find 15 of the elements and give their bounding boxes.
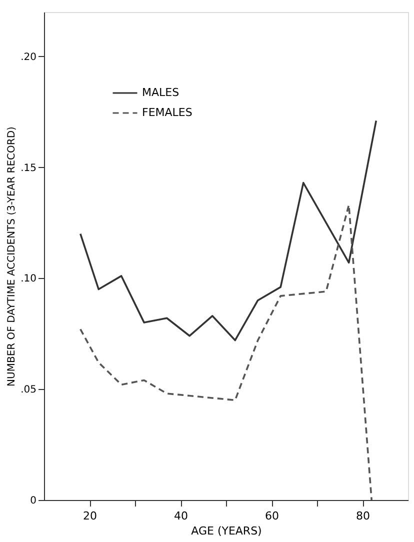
x-axis-title: AGE (YEARS) — [191, 524, 262, 538]
line-series — [80, 204, 372, 501]
y-tick-label: .20 — [20, 52, 36, 63]
y-tick-label: 0 — [30, 496, 36, 506]
line-series — [80, 120, 378, 342]
legend-label: MALES — [142, 86, 180, 99]
x-tick-label: 20 — [83, 510, 97, 522]
y-tick-label: .10 — [20, 274, 36, 285]
x-tick-label: 40 — [174, 510, 188, 522]
y-tick-label: .15 — [20, 162, 36, 174]
y-tick-label: .05 — [20, 384, 36, 396]
x-tick-label: 80 — [356, 510, 370, 522]
y-axis-title: NUMBER OF DAYTIME ACCIDENTS (3-YEAR RECORD) — [6, 126, 18, 386]
legend-label: FEMALES — [142, 106, 192, 119]
x-tick-label: 60 — [265, 510, 279, 522]
